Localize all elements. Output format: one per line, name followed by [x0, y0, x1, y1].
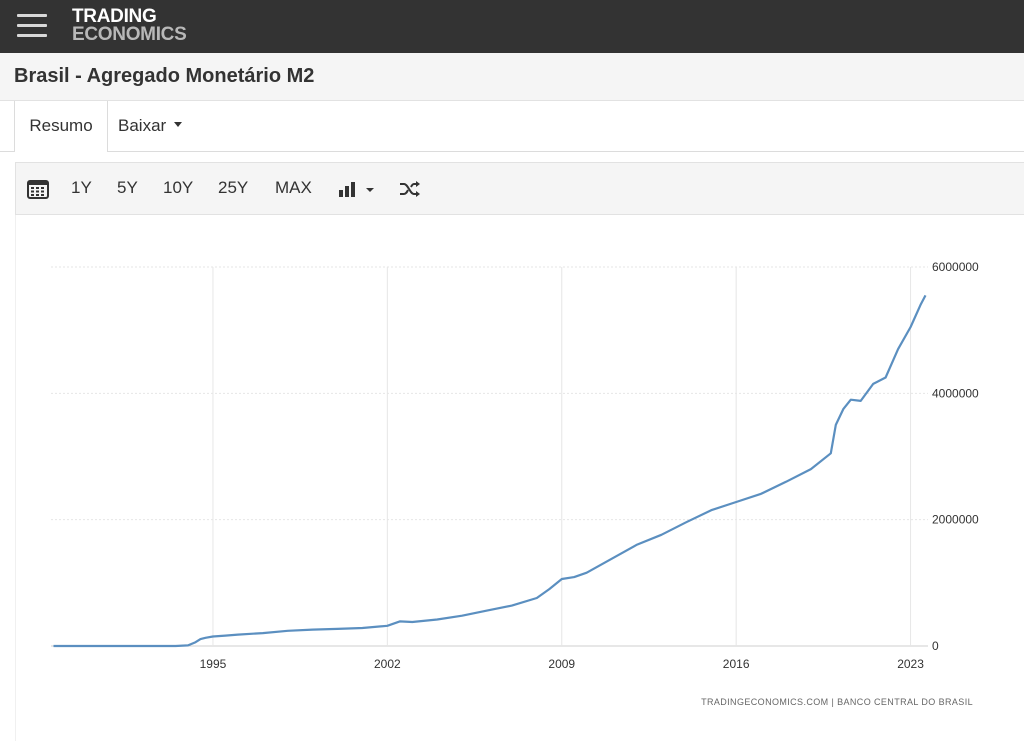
chart-lines: [53, 294, 927, 648]
chart-toolbar: 1Y 5Y 10Y 25Y MAX: [15, 162, 1024, 215]
page-title: Brasil - Agregado Monetário M2: [14, 65, 315, 87]
x-tick-label: 2016: [723, 657, 750, 671]
range-5y-button[interactable]: 5Y: [117, 178, 138, 197]
calendar-icon[interactable]: [27, 179, 49, 199]
logo-line-2: ECONOMICS: [72, 24, 187, 45]
x-tick-label: 1995: [200, 657, 227, 671]
menu-icon[interactable]: [17, 14, 47, 38]
x-axis: 1995 2002 2009 2016 2023: [200, 657, 925, 671]
range-max-button[interactable]: MAX: [275, 178, 312, 197]
source-credit: TRADINGECONOMICS.COM | BANCO CENTRAL DO …: [701, 697, 973, 707]
x-tick-label: 2009: [548, 657, 575, 671]
title-bar: Brasil - Agregado Monetário M2: [0, 53, 1024, 101]
y-tick-label: 6000000: [932, 260, 979, 274]
logo-line-1: TRADING: [72, 6, 157, 27]
y-tick-label: 0: [932, 639, 939, 653]
m2-line-chart: 1995 2002 2009 2016 2023 0 2000000 4000000 6000…: [51, 260, 979, 707]
caret-down-icon: [174, 122, 183, 128]
logo[interactable]: TRADING ECONOMICS: [72, 6, 187, 45]
tab-resumo-label: Resumo: [29, 116, 93, 135]
series-line: [53, 294, 927, 648]
chart-container: 1995 2002 2009 2016 2023 0 2000000 4000000 6000…: [15, 215, 1024, 741]
shuffle-icon[interactable]: [399, 180, 421, 198]
y-tick-label: 2000000: [932, 513, 979, 527]
chart-type-icon[interactable]: [338, 180, 378, 198]
tab-baixar-label: Baixar: [118, 116, 167, 135]
range-1y-button[interactable]: 1Y: [71, 178, 92, 197]
chart-grid: [51, 266, 928, 647]
y-tick-label: 4000000: [932, 386, 979, 400]
tab-bar: Resumo Baixar: [0, 101, 1024, 152]
tab-baixar-dropdown[interactable]: Baixar: [118, 101, 183, 151]
range-25y-button[interactable]: 25Y: [218, 178, 249, 197]
top-navbar: TRADING ECONOMICS: [0, 0, 1024, 53]
range-10y-button[interactable]: 10Y: [163, 178, 194, 197]
x-tick-label: 2002: [374, 657, 401, 671]
tab-resumo[interactable]: Resumo: [14, 101, 108, 152]
y-axis: 0 2000000 4000000 6000000: [932, 260, 979, 653]
x-tick-label: 2023: [897, 657, 924, 671]
